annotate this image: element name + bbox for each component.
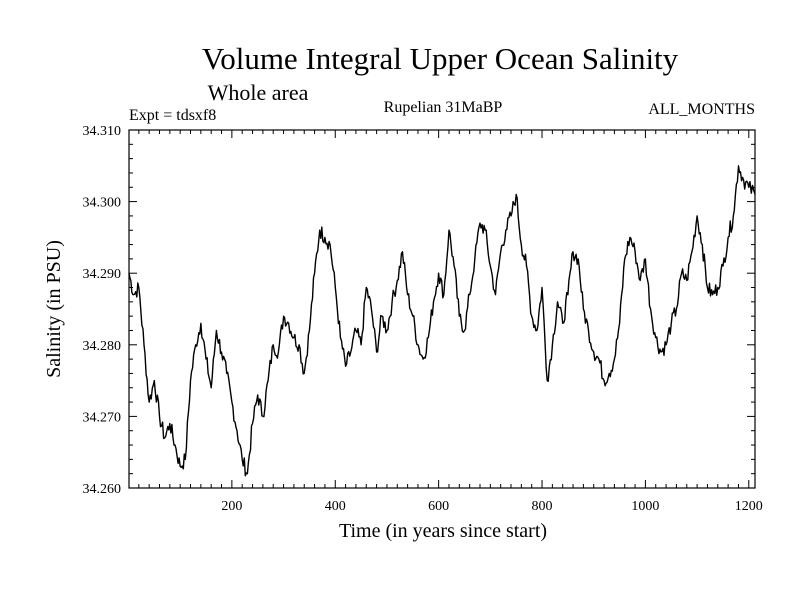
experiment-label: Expt = tdsxf8 xyxy=(129,107,216,124)
x-tick-label: 1000 xyxy=(631,499,659,514)
x-tick-labels: 200 400 600 800 1000 1200 xyxy=(221,499,762,514)
x-tick-label: 200 xyxy=(221,499,242,514)
y-tick-label: 34.300 xyxy=(83,196,122,211)
axis-ticks xyxy=(129,129,755,489)
chart-subtitle: Whole area xyxy=(208,80,309,105)
y-tick-label: 34.280 xyxy=(83,339,122,354)
y-axis-label: Salinity (in PSU) xyxy=(43,240,65,378)
y-tick-label: 34.290 xyxy=(83,267,122,282)
y-tick-label: 34.310 xyxy=(83,124,122,139)
x-tick-label: 600 xyxy=(428,499,449,514)
y-tick-labels: 34.260 34.270 34.280 34.290 34.300 34.310 xyxy=(83,124,122,497)
x-tick-label: 800 xyxy=(532,499,553,514)
chart-title: Volume Integral Upper Ocean Salinity xyxy=(202,41,679,76)
x-tick-label: 1200 xyxy=(735,499,763,514)
salinity-series-line xyxy=(128,165,756,477)
x-tick-label: 400 xyxy=(325,499,346,514)
plot-frame xyxy=(128,129,756,489)
x-axis-label: Time (in years since start) xyxy=(339,520,547,542)
period-label: Rupelian 31MaBP xyxy=(384,99,503,116)
months-label: ALL_MONTHS xyxy=(648,101,755,118)
y-tick-label: 34.260 xyxy=(83,482,122,497)
series-layer xyxy=(128,165,756,477)
y-tick-label: 34.270 xyxy=(83,410,122,425)
